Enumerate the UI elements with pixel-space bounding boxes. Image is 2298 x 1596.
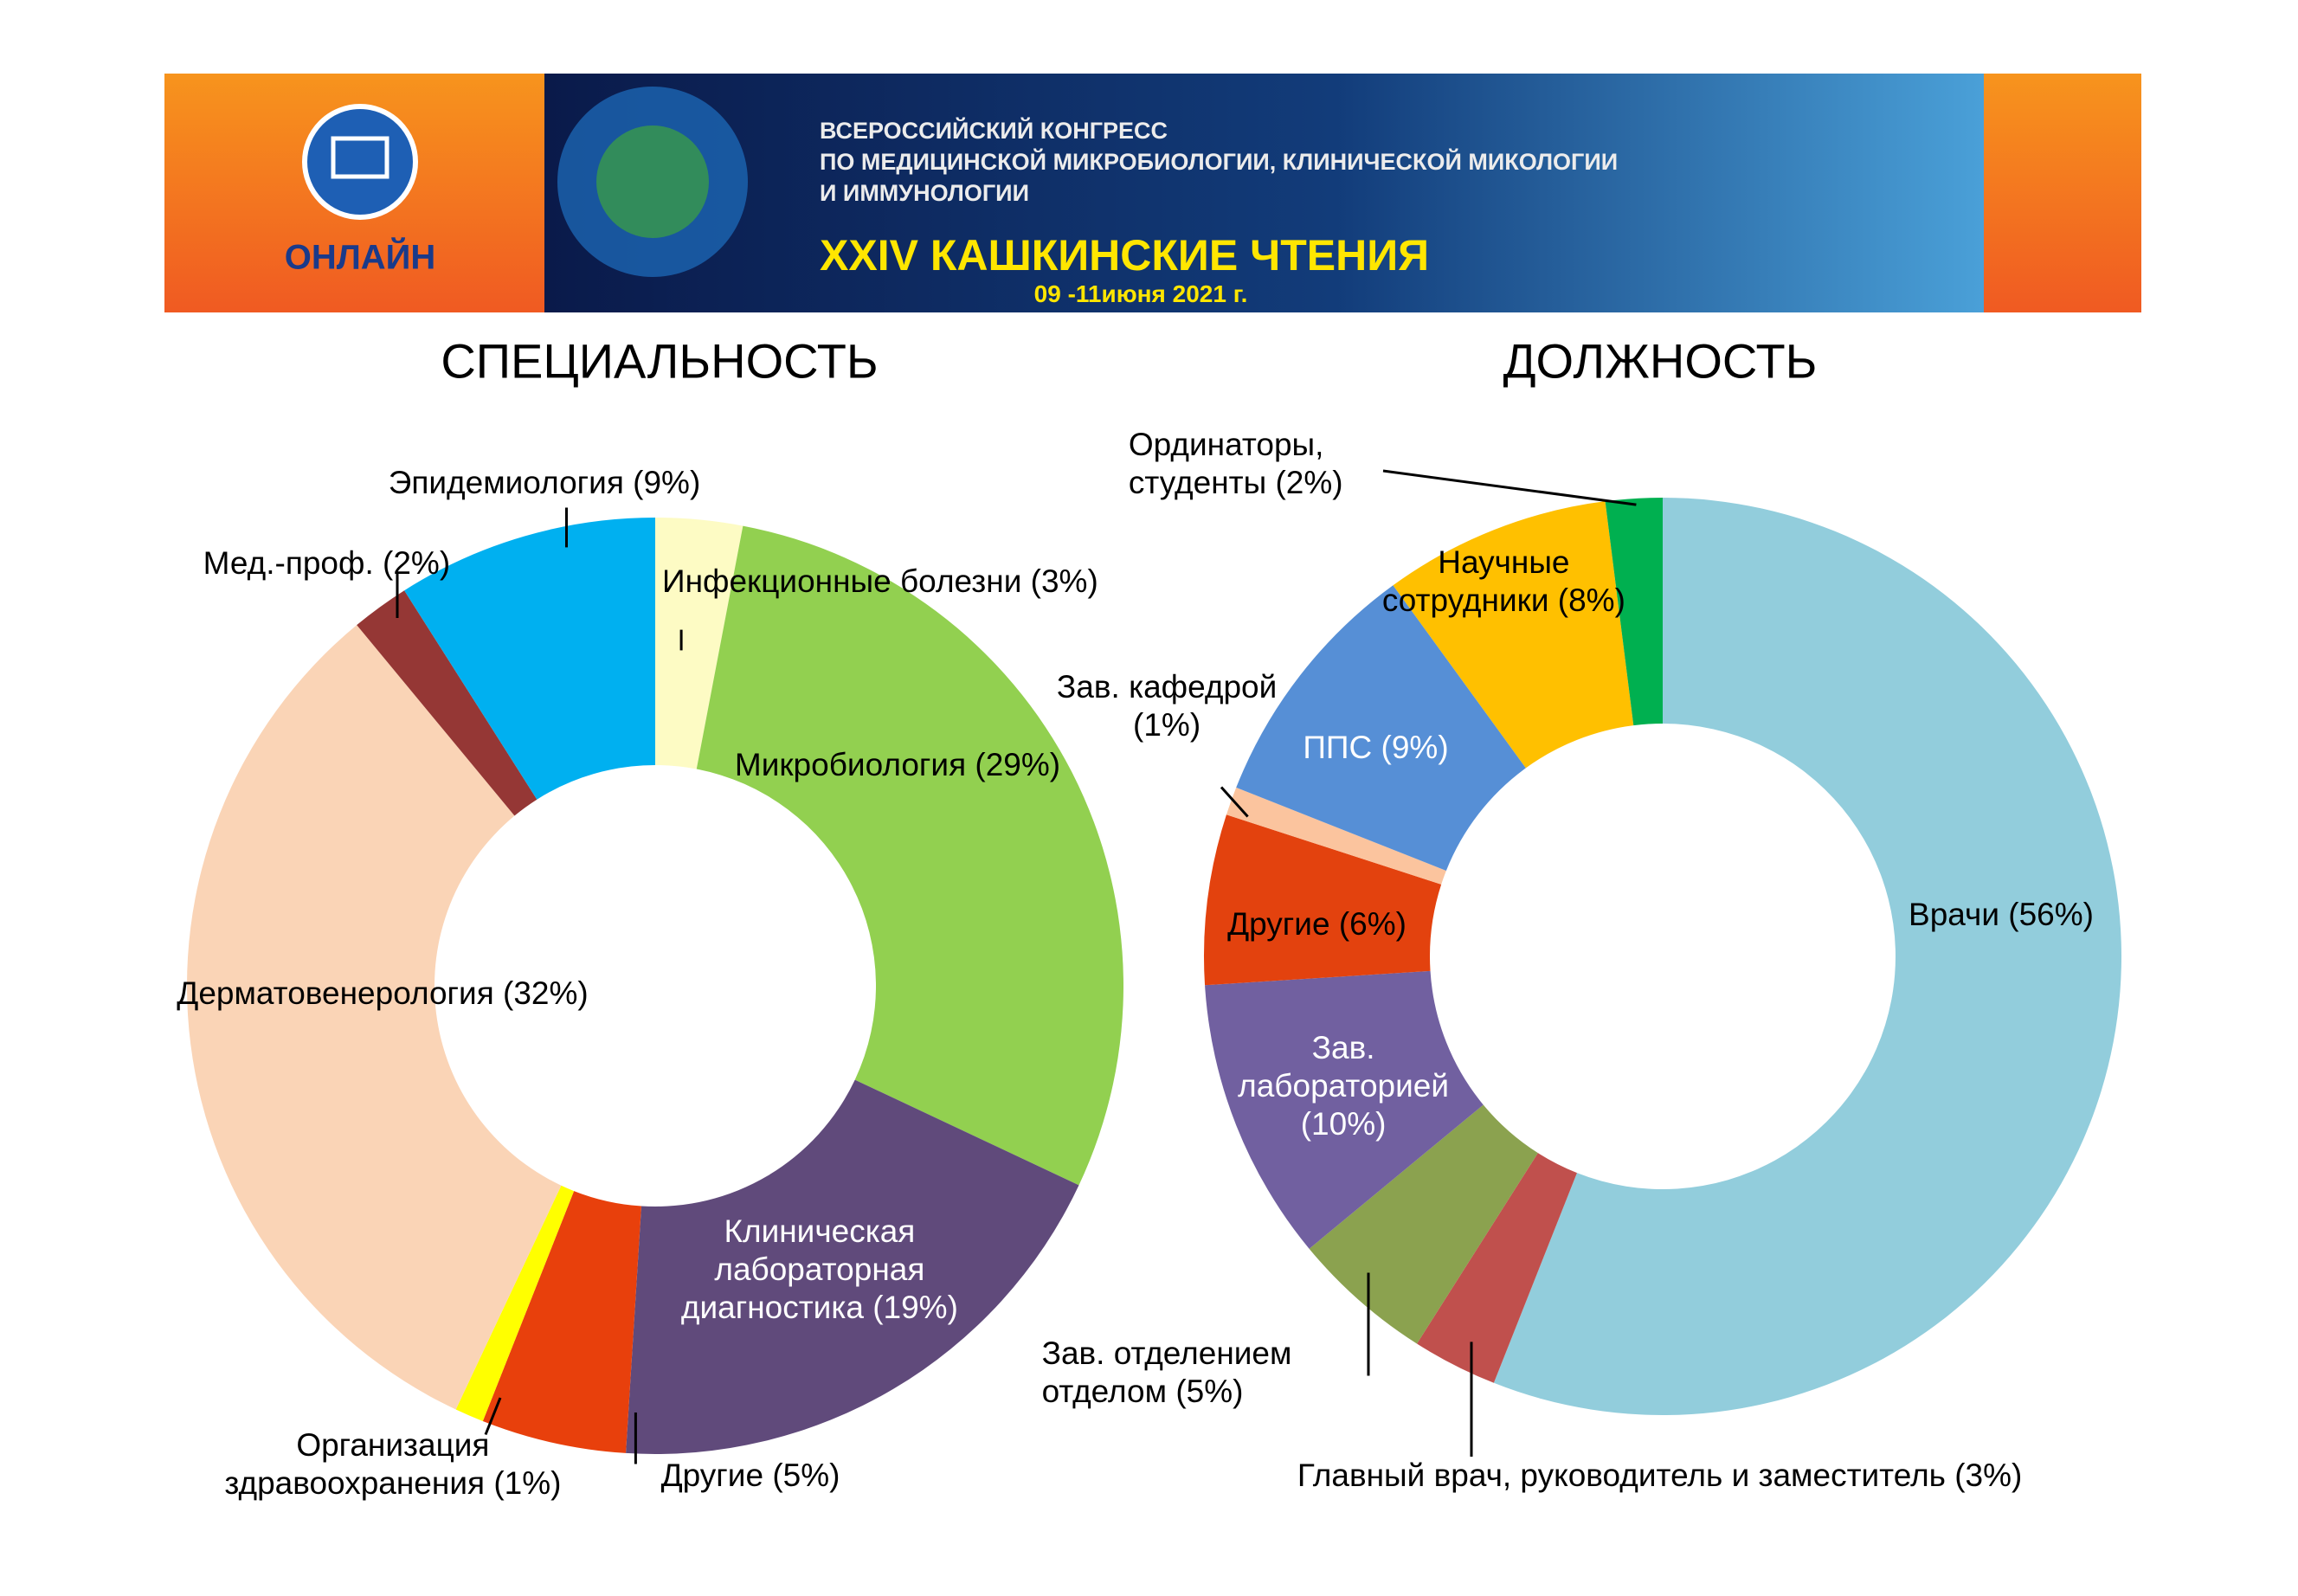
leader-line bbox=[484, 1397, 502, 1436]
slice-value: (1%) bbox=[493, 1464, 562, 1501]
congress-line: И ИММУНОЛОГИИ bbox=[820, 180, 1029, 206]
slice-category: Другие bbox=[1227, 905, 1330, 942]
slice-value: (1%) bbox=[1133, 707, 1201, 743]
leader-line bbox=[1220, 786, 1249, 818]
slice-category: ППС bbox=[1303, 729, 1373, 765]
donut-slice bbox=[1309, 1104, 1538, 1344]
slice-category: Эпидемиология bbox=[388, 464, 624, 500]
slice-label: Врачи (56%) bbox=[1906, 896, 2097, 934]
donut-slice bbox=[482, 1191, 641, 1453]
donut-slice bbox=[357, 590, 537, 816]
slice-category: Зав. лабораторией bbox=[1238, 1029, 1450, 1104]
slice-label: Другие (5%) bbox=[603, 1457, 898, 1495]
donut-slice bbox=[1205, 970, 1484, 1249]
slice-value: (3%) bbox=[1954, 1458, 2023, 1494]
slice-label: Организация здравоохранения (1%) bbox=[172, 1426, 614, 1503]
banner bbox=[164, 74, 2141, 312]
donut-slice bbox=[1417, 1153, 1577, 1383]
slice-value: (29%) bbox=[975, 747, 1061, 782]
slice-value: (10%) bbox=[1300, 1105, 1387, 1142]
chart-title: СПЕЦИАЛЬНОСТЬ bbox=[441, 333, 879, 389]
event-title: XXIV КАШКИНСКИЕ ЧТЕНИЯ bbox=[820, 231, 1430, 280]
slice-value: (5%) bbox=[1175, 1374, 1244, 1410]
donut-slice bbox=[404, 518, 655, 800]
slice-value: (8%) bbox=[1557, 582, 1625, 618]
slice-label: Зав. кафедрой (1%) bbox=[1057, 668, 1278, 744]
slice-value: (19%) bbox=[872, 1290, 958, 1326]
donut-slice bbox=[186, 625, 562, 1410]
slice-category: Зав. отделением отделом bbox=[1041, 1335, 1292, 1410]
congress-line: ПО МЕДИЦИНСКОЙ МИКРОБИОЛОГИИ, КЛИНИЧЕСКО… bbox=[820, 149, 1619, 175]
online-label: ОНЛАЙН bbox=[284, 238, 436, 277]
slice-category: Клиническая лабораторная диагностика bbox=[680, 1213, 925, 1326]
slice-value: (9%) bbox=[633, 464, 701, 500]
leader-line bbox=[1382, 469, 1637, 506]
donut-slice bbox=[1605, 498, 1663, 726]
slice-value: (56%) bbox=[2008, 897, 2094, 933]
slice-category: Главный врач, руководитель и заместитель bbox=[1297, 1458, 1946, 1494]
slice-label: Зав. отделением отделом (5%) bbox=[1042, 1335, 1381, 1411]
slice-category: Инфекционные болезни bbox=[662, 563, 1022, 599]
slice-value: (2%) bbox=[383, 545, 451, 582]
slice-label: Ординаторы, студенты (2%) bbox=[1129, 426, 1408, 502]
slice-value: (5%) bbox=[772, 1458, 840, 1494]
slice-category: Ординаторы, студенты bbox=[1128, 426, 1324, 500]
slice-category: Научные сотрудники bbox=[1381, 544, 1570, 618]
donut-slice bbox=[1236, 585, 1526, 871]
slice-label: Научные сотрудники (8%) bbox=[1371, 544, 1636, 620]
icon-screen bbox=[331, 136, 389, 179]
congress-line: ВСЕРОССИЙСКИЙ КОНГРЕСС bbox=[820, 118, 1168, 144]
slice-label: Зав. лабораторией (10%) bbox=[1211, 1029, 1476, 1143]
donut-slice bbox=[1226, 787, 1446, 885]
slice-category: Организация здравоохранения bbox=[224, 1426, 490, 1501]
slice-label: ППС (9%) bbox=[1244, 729, 1509, 767]
donut-slice bbox=[1204, 814, 1442, 986]
slice-label: Дерматовенерология (32%) bbox=[162, 975, 603, 1013]
slice-value: (9%) bbox=[1381, 729, 1449, 765]
slice-value: (3%) bbox=[1030, 563, 1098, 599]
slice-label: Инфекционные болезни (3%) bbox=[662, 563, 1104, 601]
slice-value: (6%) bbox=[1338, 905, 1406, 942]
donut-slice bbox=[1393, 501, 1634, 769]
donut-slice bbox=[455, 1185, 575, 1422]
slice-value: (2%) bbox=[1275, 464, 1343, 500]
slice-label: Мед.-проф. (2%) bbox=[202, 544, 452, 582]
slice-category: Врачи bbox=[1909, 897, 1999, 933]
slice-category: Зав. кафедрой bbox=[1056, 669, 1278, 705]
congress: ВСЕРОССИЙСКИЙ КОНГРЕСС ПО МЕДИЦИНСКОЙ МИ… bbox=[820, 115, 1618, 209]
slice-label: Микробиология (29%) bbox=[729, 746, 1067, 784]
slice-label: Клиническая лабораторная диагностика (19… bbox=[643, 1213, 996, 1327]
event-dates: 09 -11июня 2021 г. bbox=[1033, 280, 1248, 307]
online-icon bbox=[302, 104, 418, 220]
donut-slice bbox=[696, 525, 1123, 1186]
slice-category: Микробиология bbox=[734, 747, 967, 782]
donut-slice bbox=[655, 518, 743, 769]
banner-center bbox=[544, 74, 1984, 312]
globe-core bbox=[596, 125, 709, 238]
slice-label: Эпидемиология (9%) bbox=[309, 464, 780, 502]
slice-category: Мед.-проф. bbox=[203, 545, 374, 582]
slice-label: Главный врач, руководитель и заместитель… bbox=[1130, 1457, 2190, 1495]
donut-slice bbox=[626, 1079, 1079, 1455]
slice-value: (32%) bbox=[503, 975, 589, 1011]
slice-category: Дерматовенерология bbox=[177, 975, 494, 1011]
donut-slice bbox=[1493, 498, 2122, 1415]
slice-label: Другие (6%) bbox=[1185, 905, 1450, 943]
chart-title: ДОЛЖНОСТЬ bbox=[1503, 333, 1818, 389]
slice-category: Другие bbox=[660, 1458, 764, 1494]
